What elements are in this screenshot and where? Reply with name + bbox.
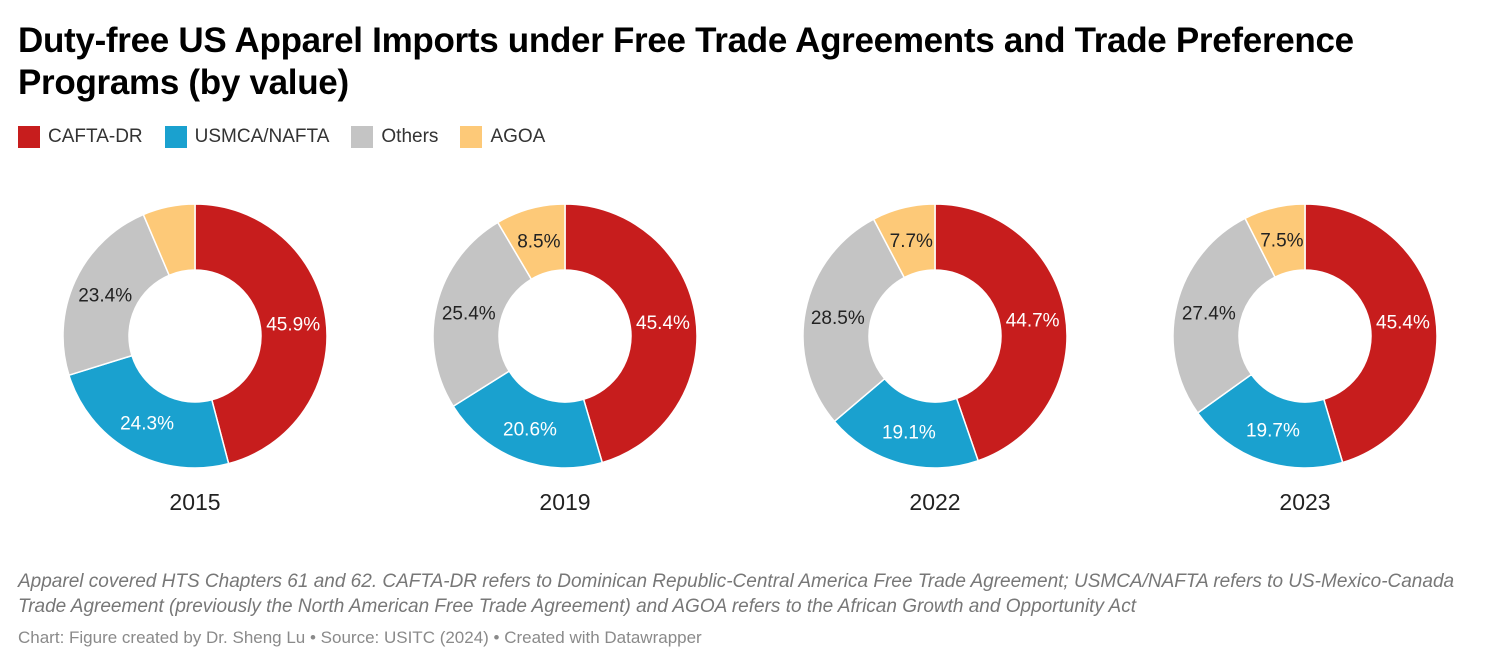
slice-label: 19.7% [1246, 421, 1300, 442]
slice-label: 45.9% [266, 314, 320, 335]
slice-label: 20.6% [503, 420, 557, 441]
slice-label: 45.4% [1376, 313, 1430, 334]
slice-label: 44.7% [1006, 311, 1060, 332]
slice-label: 7.5% [1260, 231, 1303, 252]
legend-swatch [164, 126, 187, 148]
donut-slice-others [62, 213, 171, 377]
donut-slice-caftadr [564, 203, 698, 464]
donut-slice-agoa [142, 203, 196, 277]
donut-slice-others [802, 218, 906, 423]
legend-label: AGOA [490, 126, 546, 147]
donut-slice-usmcanafta [1196, 373, 1344, 469]
donut-slice-usmcanafta [452, 370, 604, 469]
legend-label: USMCA/NAFTA [194, 126, 330, 147]
year-label: 2023 [1279, 489, 1330, 515]
donut-slice-usmcanafta [68, 354, 230, 469]
year-label: 2015 [169, 489, 220, 515]
slice-label: 28.5% [811, 308, 865, 329]
year-label: 2022 [909, 489, 960, 515]
donut-slice-others [432, 221, 533, 408]
donut-slice-agoa [872, 203, 936, 279]
slice-label: 23.4% [78, 285, 132, 306]
slice-label: 19.1% [882, 422, 936, 443]
legend: CAFTA-DR USMCA/NAFTA Others AGOA [18, 126, 545, 148]
donut-slice-caftadr [194, 203, 328, 465]
slice-label: 25.4% [442, 304, 496, 325]
slice-label: 8.5% [517, 232, 560, 253]
slice-label: 27.4% [1182, 304, 1236, 325]
donut-slice-caftadr [934, 203, 1068, 462]
legend-swatch [460, 126, 483, 148]
donut-slice-others [1172, 217, 1277, 414]
donut-slice-usmcanafta [833, 377, 980, 469]
slice-label: 45.4% [636, 313, 690, 334]
slice-label: 24.3% [120, 414, 174, 435]
legend-item-cafta: CAFTA-DR [18, 126, 143, 148]
legend-label: CAFTA-DR [48, 126, 143, 147]
legend-item-agoa: AGOA [460, 126, 545, 148]
legend-item-others: Others [351, 126, 438, 148]
donut-slice-caftadr [1304, 203, 1438, 464]
donut-slice-agoa [1244, 203, 1306, 279]
year-label: 2019 [539, 489, 590, 515]
chart-credit: Chart: Figure created by Dr. Sheng Lu • … [18, 628, 702, 647]
legend-label: Others [381, 126, 439, 147]
slice-label: 7.7% [890, 231, 933, 252]
legend-swatch [18, 126, 40, 148]
chart-note: Apparel covered HTS Chapters 61 and 62. … [18, 571, 1455, 617]
chart-title: Duty-free US Apparel Imports under Free … [18, 21, 1354, 102]
legend-item-usmca: USMCA/NAFTA [164, 126, 330, 148]
legend-swatch [351, 126, 374, 148]
donut-charts: 45.9% 24.3% 23.4% 2015 45.4% 20.6% 25.4% 8.5% 20… [62, 203, 1438, 515]
donut-slice-agoa [496, 203, 566, 281]
